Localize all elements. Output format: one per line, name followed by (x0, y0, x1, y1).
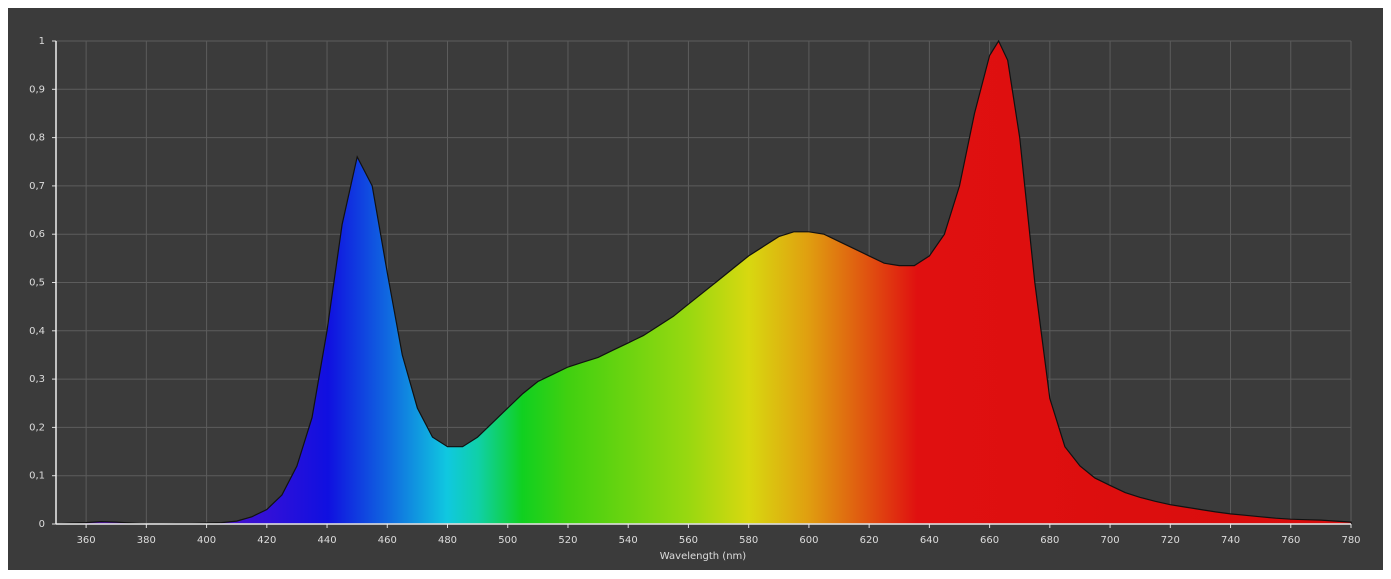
y-tick-label: 0,9 (29, 84, 45, 95)
x-tick-label: 620 (860, 535, 879, 546)
x-tick-label: 600 (799, 535, 818, 546)
x-tick-label: 440 (317, 535, 336, 546)
x-tick-label: 400 (197, 535, 216, 546)
x-tick-label: 780 (1341, 535, 1360, 546)
x-axis-title: Wavelength (nm) (660, 551, 746, 562)
x-tick-label: 500 (498, 535, 517, 546)
x-tick-label: 580 (739, 535, 758, 546)
x-tick-label: 680 (1040, 535, 1059, 546)
x-tick-label: 720 (1161, 535, 1180, 546)
y-tick-label: 1 (39, 36, 45, 47)
x-tick-label: 420 (257, 535, 276, 546)
y-tick-label: 0,4 (29, 326, 45, 337)
x-tick-label: 380 (137, 535, 156, 546)
x-tick-label: 700 (1101, 535, 1120, 546)
x-tick-label: 460 (378, 535, 397, 546)
x-tick-label: 560 (679, 535, 698, 546)
x-tick-label: 520 (558, 535, 577, 546)
y-tick-label: 0,3 (29, 374, 45, 385)
x-tick-label: 360 (77, 535, 96, 546)
y-tick-label: 0,1 (29, 471, 45, 482)
y-tick-label: 0,5 (29, 278, 45, 289)
y-tick-label: 0,2 (29, 422, 45, 433)
x-tick-label: 540 (619, 535, 638, 546)
x-tick-label: 640 (920, 535, 939, 546)
x-tick-label: 660 (980, 535, 999, 546)
y-tick-label: 0,7 (29, 181, 45, 192)
x-tick-label: 760 (1281, 535, 1300, 546)
y-tick-label: 0,6 (29, 229, 45, 240)
y-tick-label: 0,8 (29, 133, 45, 144)
spectrum-area (55, 39, 1352, 525)
x-tick-label: 740 (1221, 535, 1240, 546)
y-tick-label: 0 (39, 519, 45, 530)
x-tick-label: 480 (438, 535, 457, 546)
